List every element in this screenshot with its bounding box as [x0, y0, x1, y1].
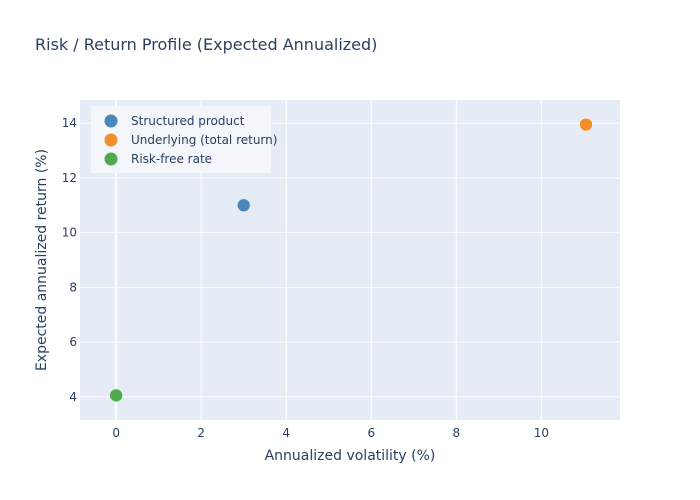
x-tick-label: 6	[367, 426, 375, 440]
data-point[interactable]	[236, 198, 251, 213]
grid-layer	[80, 100, 620, 420]
legend-marker	[104, 114, 118, 128]
legend: Structured product Underlying (total retu…	[91, 106, 277, 173]
legend-marker	[104, 133, 118, 147]
x-tick-label: 0	[112, 426, 120, 440]
chart-title: Risk / Return Profile (Expected Annualiz…	[35, 35, 377, 54]
data-point[interactable]	[579, 117, 593, 132]
y-tick-label: 4	[69, 390, 77, 404]
x-tick-label: 4	[282, 426, 290, 440]
y-tick-label: 6	[69, 335, 77, 349]
data-point[interactable]	[109, 388, 123, 403]
tick-labels: 0 2 4 6 8 10 4 6 8 10 12 14	[62, 116, 549, 440]
legend-label: Underlying (total return)	[131, 133, 277, 147]
y-tick-label: 8	[69, 280, 77, 294]
y-tick-label: 10	[62, 226, 77, 240]
x-axis-title: Annualized volatility (%)	[265, 448, 436, 464]
legend-marker	[104, 152, 118, 166]
legend-background	[91, 106, 271, 173]
x-tick-label: 2	[197, 426, 205, 440]
legend-label: Structured product	[131, 114, 245, 128]
x-tick-label: 10	[534, 426, 549, 440]
x-tick-label: 8	[452, 426, 460, 440]
data-points	[109, 117, 593, 403]
y-tick-label: 12	[62, 171, 77, 185]
legend-label: Risk-free rate	[131, 152, 212, 166]
y-tick-label: 14	[62, 116, 77, 130]
y-axis-title: Expected annualized return (%)	[34, 149, 50, 371]
